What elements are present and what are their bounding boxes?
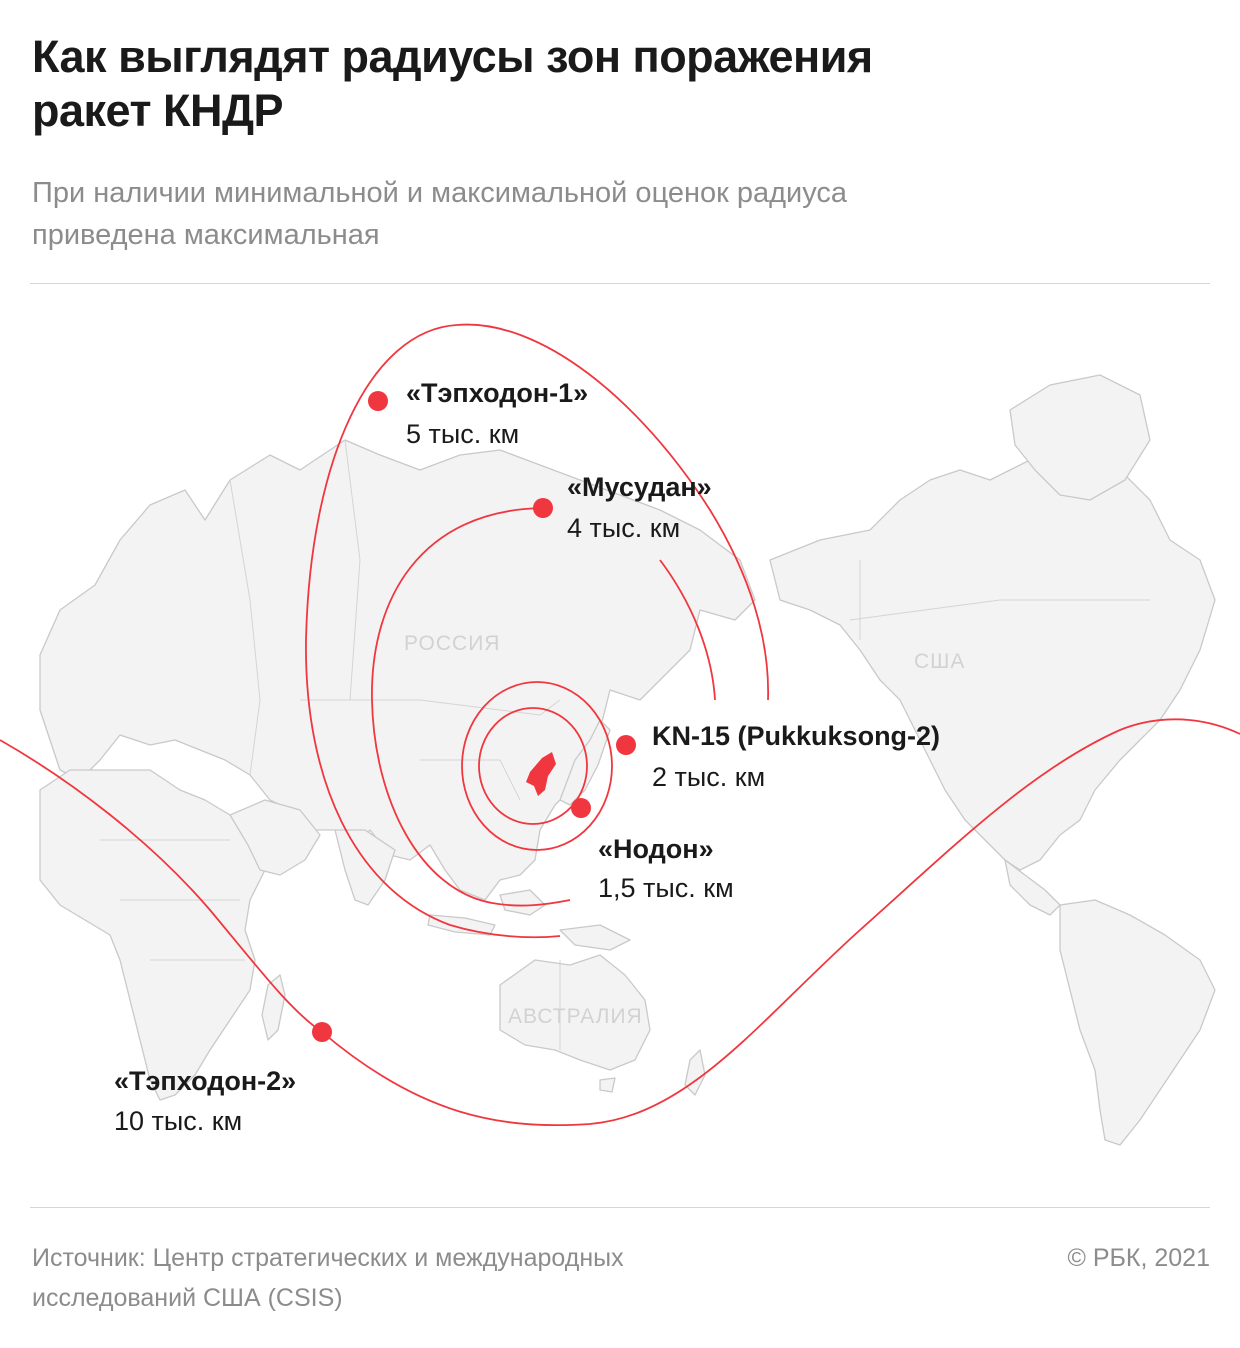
range-curve-musudan: [371, 507, 571, 907]
country-borders: [100, 439, 1150, 1050]
marker-musudan: [533, 498, 553, 518]
marker-taepodong1: [368, 391, 388, 411]
landmass-central-america: [1004, 859, 1061, 916]
landmass-greenland: [1009, 374, 1151, 501]
landmass-new-guinea: [559, 924, 631, 951]
source-note: Источник: Центр стратегических и междуна…: [32, 1238, 832, 1318]
landmass-indonesia-1: [427, 914, 496, 936]
bottom-divider: [30, 1207, 1210, 1208]
top-divider: [30, 283, 1210, 284]
north-korea-shape: [526, 752, 556, 796]
range-curve-taepodong2: [0, 718, 1240, 1127]
landmass-india: [334, 829, 396, 906]
subtitle-line-2: приведена максимальная: [32, 219, 380, 251]
label-kn15-name: KN-15 (Pukkuksong-2): [652, 721, 940, 751]
region-label-russia: РОССИЯ: [404, 632, 500, 655]
region-label-australia: АВСТРАЛИЯ: [508, 1005, 643, 1028]
label-musudan-range: 4 тыс. км: [567, 513, 680, 543]
landmass-tasmania: [599, 1077, 616, 1093]
landmass-australia: [499, 954, 651, 1071]
marker-taepodong2: [312, 1022, 332, 1042]
source-line-2: исследований США (CSIS): [32, 1284, 343, 1312]
source-line-1: Источник: Центр стратегических и междуна…: [32, 1244, 624, 1272]
range-curve-taepodong1: [305, 323, 770, 939]
label-nodong-range: 1,5 тыс. км: [598, 873, 734, 903]
border-3: [344, 439, 361, 701]
range-curve-musudan-east: [659, 559, 716, 701]
range-ring-kn15: [461, 681, 613, 851]
landmass-indonesia-2: [499, 889, 546, 916]
landmass-north-america: [769, 449, 1216, 871]
landmass-africa: [39, 769, 266, 1101]
world-land: [39, 374, 1216, 1146]
border-1: [229, 479, 261, 776]
marker-kn15: [616, 735, 636, 755]
chart-subtitle: При наличии минимальной и максимальной о…: [32, 172, 1132, 256]
subtitle-line-1: При наличии минимальной и максимальной о…: [32, 177, 848, 209]
border-4: [420, 759, 521, 801]
landmass-arabia: [229, 799, 321, 876]
label-musudan-name: «Мусудан»: [567, 472, 712, 502]
landmass-new-zealand: [684, 1049, 706, 1096]
region-label-usa: США: [914, 650, 965, 673]
landmass-south-america: [1059, 899, 1216, 1146]
label-taepodong2-range: 10 тыс. км: [114, 1106, 242, 1136]
label-nodong-name: «Нодон»: [598, 834, 714, 864]
chart-title: Как выглядят радиусы зон поражения ракет…: [32, 30, 1132, 138]
landmass-japan: [559, 719, 611, 806]
border-2: [300, 699, 561, 716]
label-taepodong1-range: 5 тыс. км: [406, 419, 519, 449]
label-taepodong2-name: «Тэпходон-2»: [114, 1066, 296, 1096]
marker-nodong: [571, 798, 591, 818]
title-line-1: Как выглядят радиусы зон поражения: [32, 31, 873, 82]
label-kn15-range: 2 тыс. км: [652, 762, 765, 792]
range-ring-nodong: [478, 707, 588, 825]
title-line-2: ракет КНДР: [32, 85, 284, 136]
copyright: © РБК, 2021: [1067, 1244, 1210, 1272]
label-taepodong1-name: «Тэпходон-1»: [406, 378, 588, 408]
border-5: [849, 599, 1150, 621]
